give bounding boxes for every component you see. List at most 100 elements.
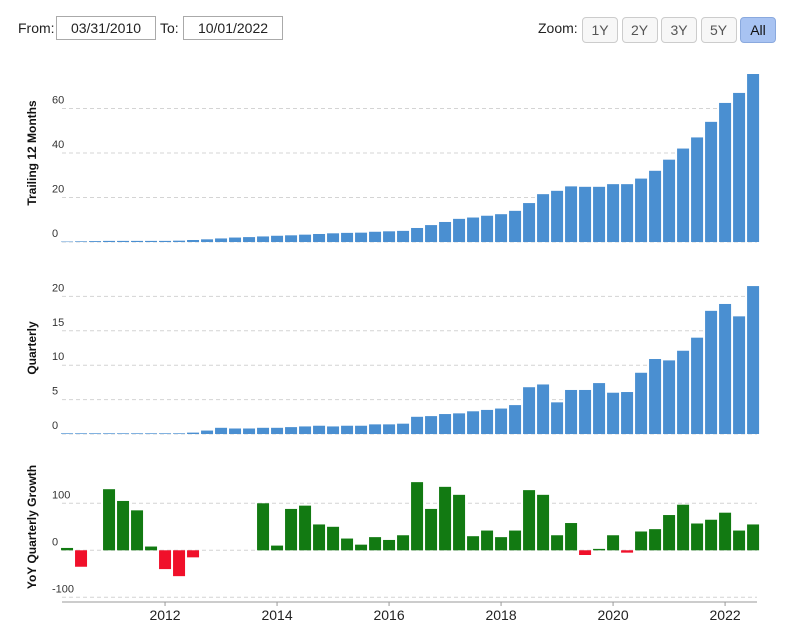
bar	[355, 425, 368, 434]
from-label: From:	[18, 20, 55, 36]
bar	[411, 227, 424, 242]
bar	[635, 531, 648, 551]
bar	[509, 210, 522, 242]
bar	[733, 530, 746, 551]
bar	[159, 433, 172, 434]
zoom-button[interactable]: 1Y	[582, 17, 618, 43]
bar	[593, 383, 606, 434]
bar	[89, 433, 102, 434]
bar	[257, 427, 270, 434]
bar	[593, 186, 606, 242]
bar	[593, 548, 606, 551]
bar	[243, 428, 256, 434]
bar	[719, 512, 732, 551]
bar	[705, 310, 718, 434]
bar	[565, 186, 578, 242]
bar	[131, 433, 144, 434]
bar	[439, 221, 452, 242]
bar	[607, 184, 620, 242]
bar	[299, 234, 312, 242]
bar	[691, 337, 704, 434]
bar	[383, 231, 396, 242]
bar	[257, 503, 270, 551]
bar	[551, 190, 564, 242]
x-tick-label: 2018	[485, 607, 516, 623]
bar	[313, 425, 326, 434]
bar	[677, 148, 690, 242]
to-input[interactable]: 10/01/2022	[183, 16, 283, 40]
bar	[733, 316, 746, 434]
bar	[663, 515, 676, 551]
bar	[635, 178, 648, 242]
bar	[327, 526, 340, 551]
bar	[537, 384, 550, 434]
bar	[621, 392, 634, 434]
to-label: To:	[160, 20, 179, 36]
zoom-button[interactable]: All	[740, 17, 776, 43]
bar	[383, 539, 396, 551]
zoom-button[interactable]: 3Y	[661, 17, 697, 43]
from-input[interactable]: 03/31/2010	[56, 16, 156, 40]
bar	[75, 241, 88, 242]
bar	[719, 303, 732, 434]
bar	[355, 544, 368, 551]
bar	[481, 215, 494, 242]
bar	[397, 230, 410, 242]
bar	[635, 372, 648, 434]
bar	[397, 535, 410, 551]
bar	[299, 505, 312, 551]
bar	[369, 231, 382, 242]
bar	[439, 486, 452, 551]
bar	[103, 433, 116, 434]
bar	[173, 550, 186, 577]
y-tick-label: 20	[52, 184, 64, 196]
bar	[299, 426, 312, 434]
bar	[705, 519, 718, 551]
y-tick-label: 0	[52, 420, 58, 432]
bar	[467, 536, 480, 551]
bar	[257, 236, 270, 242]
bar	[369, 537, 382, 551]
bar	[201, 239, 214, 242]
bar	[523, 203, 536, 242]
bar	[89, 241, 102, 242]
bar	[649, 359, 662, 434]
bar	[271, 427, 284, 434]
y-axis-label: Trailing 12 Months	[25, 100, 39, 206]
y-tick-label: 15	[52, 317, 64, 329]
bar	[747, 74, 760, 242]
bar	[187, 239, 200, 242]
bar	[159, 550, 172, 570]
bar	[117, 433, 130, 434]
bar	[145, 546, 158, 551]
bar	[425, 416, 438, 434]
bar	[733, 92, 746, 242]
bar	[75, 433, 88, 434]
bar	[691, 137, 704, 242]
y-tick-label: 100	[52, 489, 70, 501]
zoom-button[interactable]: 2Y	[621, 17, 658, 43]
bar	[495, 214, 508, 242]
y-axis-label: YoY Quarterly Growth	[25, 465, 39, 589]
bar	[579, 186, 592, 242]
y-tick-label: 60	[52, 95, 64, 107]
bar	[523, 490, 536, 551]
bar	[509, 530, 522, 551]
x-tick-label: 2016	[373, 607, 404, 623]
y-tick-label: 0	[52, 228, 58, 240]
bar	[495, 408, 508, 434]
bar	[509, 405, 522, 434]
bar	[145, 240, 158, 242]
bar	[187, 432, 200, 434]
bar	[649, 170, 662, 242]
bar	[481, 530, 494, 551]
bar	[285, 508, 298, 551]
zoom-button[interactable]: 5Y	[700, 17, 737, 43]
bar	[313, 233, 326, 242]
bar	[313, 524, 326, 551]
bar	[61, 241, 74, 243]
bar	[453, 413, 466, 434]
bar	[747, 286, 760, 434]
